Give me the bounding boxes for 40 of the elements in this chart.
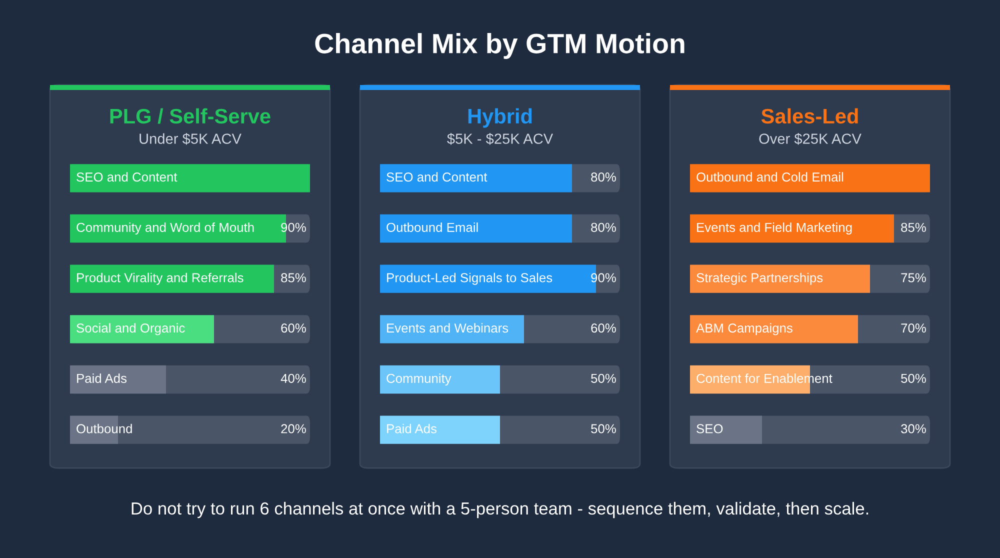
y-tick-label: Community and Word of Mouth bbox=[76, 222, 254, 235]
data-label: 50% bbox=[901, 374, 926, 383]
y-tick-label: Community bbox=[386, 373, 452, 386]
data-label: 85% bbox=[281, 273, 306, 282]
data-label: 80% bbox=[591, 222, 616, 232]
chart-subtitle: $5K - $25K ACV bbox=[447, 132, 554, 145]
y-tick-label: Strategic Partnerships bbox=[696, 272, 823, 285]
bar bbox=[690, 416, 762, 444]
chart-title: Sales-Led bbox=[761, 108, 858, 124]
data-label: 80% bbox=[591, 172, 616, 182]
data-label: 50% bbox=[591, 424, 616, 434]
data-label: 20% bbox=[281, 424, 306, 434]
y-tick-label: Events and Webinars bbox=[387, 323, 508, 333]
y-tick-label: SEO and Content bbox=[386, 172, 488, 182]
y-tick-label: Social and Organic bbox=[76, 323, 185, 336]
chart-title: Hybrid bbox=[468, 108, 532, 128]
data-label: 70% bbox=[901, 323, 926, 333]
data-label: 85% bbox=[901, 222, 926, 232]
y-tick-label: Product-Led Signals to Sales bbox=[387, 272, 552, 285]
y-tick-label: Paid Ads bbox=[77, 373, 127, 383]
data-label: 60% bbox=[281, 323, 306, 333]
chart-subtitle: Under $5K ACV bbox=[140, 132, 242, 145]
y-tick-label: Paid Ads bbox=[387, 424, 437, 434]
data-label: 40% bbox=[280, 374, 306, 383]
y-tick-label: ABM Campaigns bbox=[696, 323, 792, 336]
data-label: 60% bbox=[591, 323, 616, 333]
y-tick-label: SEO and Content bbox=[76, 172, 178, 182]
y-tick-label: Outbound Email bbox=[386, 222, 478, 232]
data-label: 30% bbox=[901, 424, 926, 434]
data-label: 75% bbox=[901, 273, 926, 282]
chart-subtitle: Over $25K ACV bbox=[759, 132, 862, 145]
y-tick-label: Product Virality and Referrals bbox=[77, 272, 244, 285]
y-tick-label: SEO bbox=[696, 424, 723, 434]
chart-title: PLG / Self-Serve bbox=[110, 108, 270, 124]
text: Do not try to run 6 channels at once with a 5-person team - sequence them, validate, then scale. bbox=[132, 502, 868, 518]
y-tick-label: Outbound bbox=[76, 424, 132, 434]
y-tick-label: Outbound and Cold Email bbox=[696, 172, 844, 182]
y-tick-label: Events and Field Marketing bbox=[697, 222, 852, 235]
text: Channel Mix by GTM Motion bbox=[315, 33, 684, 59]
data-label: 50% bbox=[591, 374, 616, 383]
